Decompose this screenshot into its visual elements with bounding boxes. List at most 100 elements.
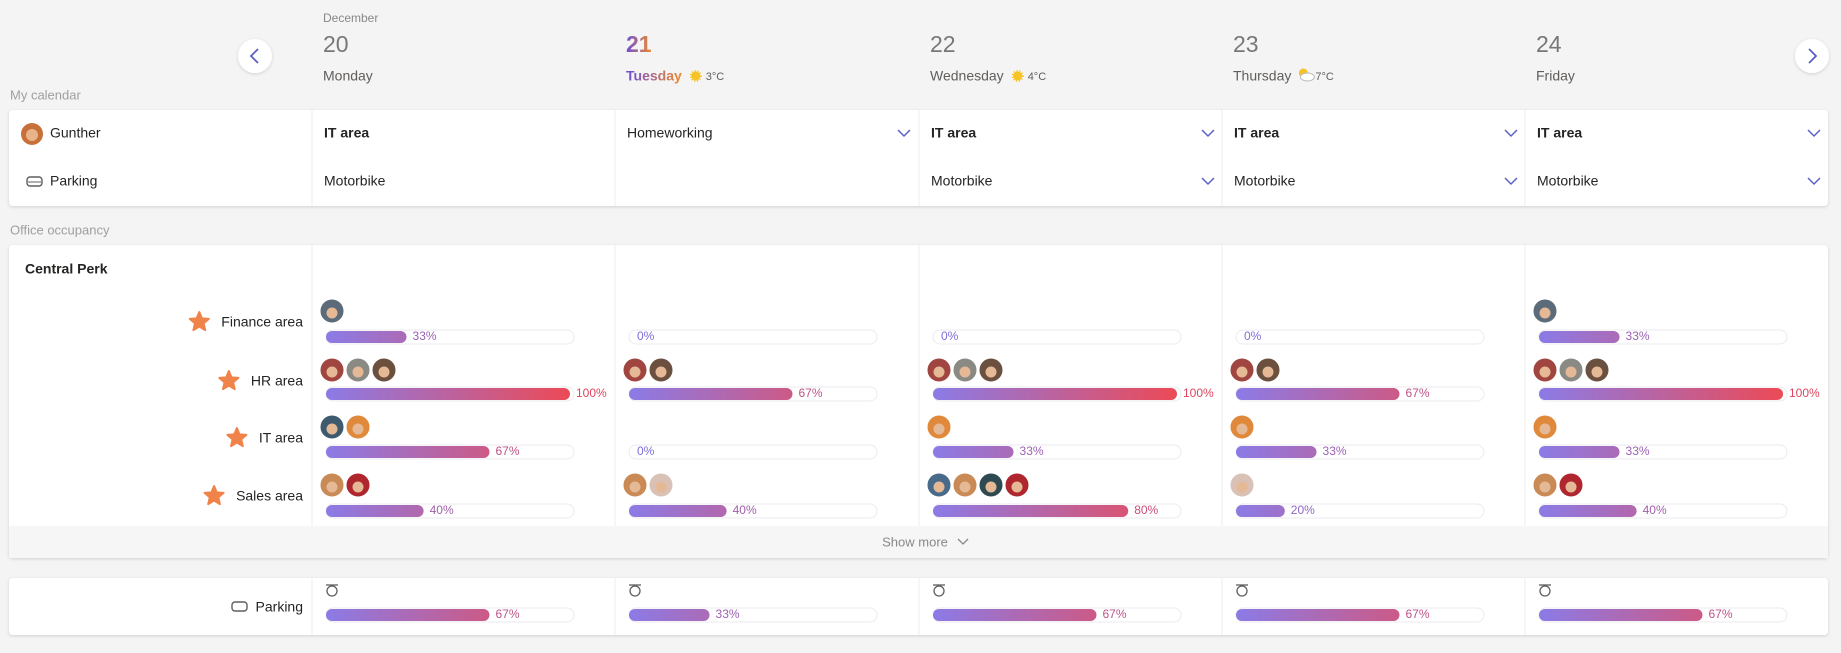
bar-fill	[326, 388, 570, 400]
section-label: Office occupancy	[10, 222, 110, 237]
bar-label: 67%	[1708, 607, 1732, 621]
day-date: 24	[1536, 31, 1562, 57]
avatar-face	[1236, 423, 1248, 435]
next-button[interactable]	[1795, 39, 1829, 73]
area-name: Sales area	[236, 488, 303, 504]
avatar-face	[326, 481, 338, 493]
cell-value: IT area	[931, 125, 976, 141]
bar-label: 100%	[1183, 386, 1214, 400]
favorite-icon	[226, 427, 248, 448]
avatar-face	[655, 481, 667, 493]
avatar-face	[1539, 423, 1551, 435]
show-more-icon	[957, 538, 969, 545]
bar-fill	[933, 505, 1129, 517]
bar-fill	[326, 446, 490, 458]
vehicle-icon	[326, 585, 338, 597]
next-icon	[1808, 48, 1818, 64]
bar-label: 33%	[1626, 444, 1650, 458]
cell-value: Motorbike	[324, 173, 386, 189]
dropdown-icon	[1201, 129, 1215, 138]
avatar-face	[933, 423, 945, 435]
bar-label: 33%	[413, 329, 437, 343]
avatar-face	[1539, 481, 1551, 493]
row-name: Gunther	[50, 125, 101, 141]
dropdown-icon	[1201, 177, 1215, 186]
bar-fill	[1539, 331, 1620, 343]
avatar-face	[1236, 366, 1248, 378]
avatar-face	[352, 423, 364, 435]
car-icon	[26, 176, 43, 187]
bar-label: 67%	[1405, 607, 1429, 621]
bar-track	[628, 329, 878, 345]
dropdown-icon	[897, 129, 911, 138]
weekday: Thursday	[1233, 68, 1291, 84]
weekday: Tuesday	[626, 68, 682, 84]
avatar-face	[378, 366, 390, 378]
avatar-face	[985, 481, 997, 493]
avatar-face	[933, 481, 945, 493]
vehicle-icon	[933, 585, 945, 597]
avatar-face	[1565, 366, 1577, 378]
bar-label: 0%	[637, 444, 655, 458]
vehicle-icon	[629, 585, 641, 597]
bar-label: 40%	[1643, 503, 1667, 517]
bar-label: 67%	[1405, 386, 1429, 400]
bar-fill	[1236, 609, 1400, 621]
bar-label: 100%	[576, 386, 607, 400]
bar-track	[932, 329, 1182, 345]
show-more-band[interactable]	[9, 526, 1828, 558]
show-more[interactable]: Show more	[882, 534, 948, 549]
parking-name: Parking	[256, 599, 303, 615]
bar-label: 33%	[716, 607, 740, 621]
avatar-face	[1262, 366, 1274, 378]
row-name: Parking	[50, 173, 97, 189]
weather-temp: 7°C	[1315, 71, 1334, 83]
month: December	[323, 11, 378, 25]
bar-label: 0%	[637, 329, 655, 343]
favorite-icon	[203, 485, 225, 506]
avatar-face	[1591, 366, 1603, 378]
cell-value: IT area	[1234, 125, 1279, 141]
section-label: My calendar	[10, 87, 81, 102]
avatar-face	[326, 307, 338, 319]
avatar-face	[959, 481, 971, 493]
avatar-face	[933, 366, 945, 378]
bar-label: 67%	[495, 607, 519, 621]
weekday: Friday	[1536, 68, 1575, 84]
cell-value: Motorbike	[1537, 173, 1599, 189]
bar-fill	[326, 609, 490, 621]
bar-label: 100%	[1789, 386, 1820, 400]
bar-track	[628, 444, 878, 460]
bar-fill	[629, 388, 793, 400]
bar-label: 33%	[1626, 329, 1650, 343]
bar-fill	[933, 609, 1097, 621]
weather-icon	[689, 70, 702, 82]
bar-label: 20%	[1291, 503, 1315, 517]
avatar-face	[326, 423, 338, 435]
office-name: Central Perk	[25, 261, 108, 277]
favorite-icon	[188, 311, 210, 332]
cell-value: IT area	[1537, 125, 1582, 141]
bar-label: 67%	[495, 444, 519, 458]
bar-label: 0%	[941, 329, 959, 343]
avatar-face	[1011, 481, 1023, 493]
area-name: HR area	[251, 373, 303, 389]
bar-label: 80%	[1134, 503, 1158, 517]
avatar-face	[959, 366, 971, 378]
dropdown-icon	[1807, 177, 1821, 186]
bar-label: 40%	[733, 503, 757, 517]
weekday: Wednesday	[930, 68, 1004, 84]
cell-value: Motorbike	[931, 173, 993, 189]
dropdown-icon	[1504, 177, 1518, 186]
bar-label: 33%	[1323, 444, 1347, 458]
cell-value: IT area	[324, 125, 369, 141]
dropdown-icon	[1504, 129, 1518, 138]
prev-button[interactable]	[238, 39, 272, 73]
avatar-face	[1539, 366, 1551, 378]
avatar-face	[655, 366, 667, 378]
bar-fill	[326, 505, 424, 517]
bar-label: 67%	[1102, 607, 1126, 621]
bar-fill	[1236, 388, 1400, 400]
day-date: 20	[323, 31, 349, 57]
